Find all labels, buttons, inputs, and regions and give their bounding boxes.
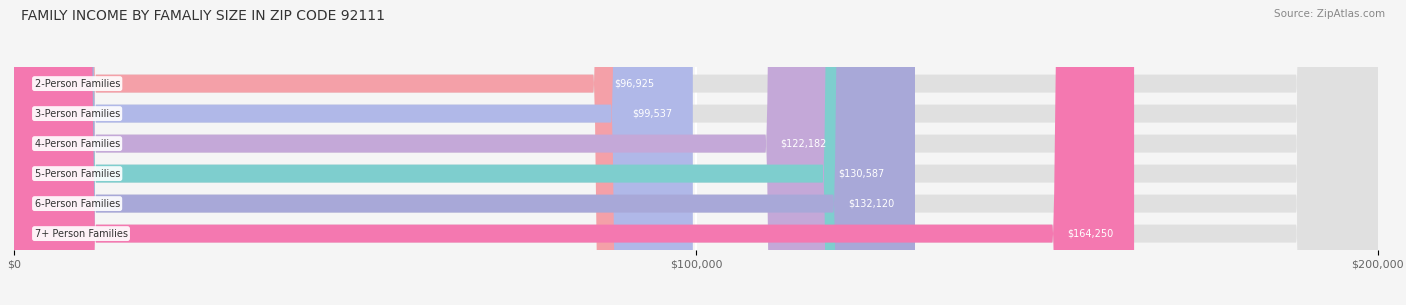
FancyBboxPatch shape [14, 0, 1378, 305]
Text: $122,182: $122,182 [780, 138, 827, 149]
Text: $132,120: $132,120 [848, 199, 894, 209]
Text: 5-Person Families: 5-Person Families [35, 169, 120, 179]
FancyBboxPatch shape [14, 0, 1378, 305]
Text: $164,250: $164,250 [1067, 229, 1114, 239]
Text: $99,537: $99,537 [633, 109, 672, 119]
FancyBboxPatch shape [14, 0, 1378, 305]
FancyBboxPatch shape [14, 0, 1135, 305]
Text: $96,925: $96,925 [614, 79, 655, 88]
Text: 3-Person Families: 3-Person Families [35, 109, 120, 119]
FancyBboxPatch shape [14, 0, 1378, 305]
FancyBboxPatch shape [14, 0, 675, 305]
FancyBboxPatch shape [14, 0, 1378, 305]
FancyBboxPatch shape [14, 0, 904, 305]
Text: 6-Person Families: 6-Person Families [35, 199, 120, 209]
Text: FAMILY INCOME BY FAMALIY SIZE IN ZIP CODE 92111: FAMILY INCOME BY FAMALIY SIZE IN ZIP COD… [21, 9, 385, 23]
FancyBboxPatch shape [14, 0, 1378, 305]
Text: 2-Person Families: 2-Person Families [35, 79, 120, 88]
Text: 7+ Person Families: 7+ Person Families [35, 229, 128, 239]
Text: 4-Person Families: 4-Person Families [35, 138, 120, 149]
FancyBboxPatch shape [14, 0, 848, 305]
Text: $130,587: $130,587 [838, 169, 884, 179]
FancyBboxPatch shape [14, 0, 693, 305]
FancyBboxPatch shape [14, 0, 915, 305]
Text: Source: ZipAtlas.com: Source: ZipAtlas.com [1274, 9, 1385, 19]
